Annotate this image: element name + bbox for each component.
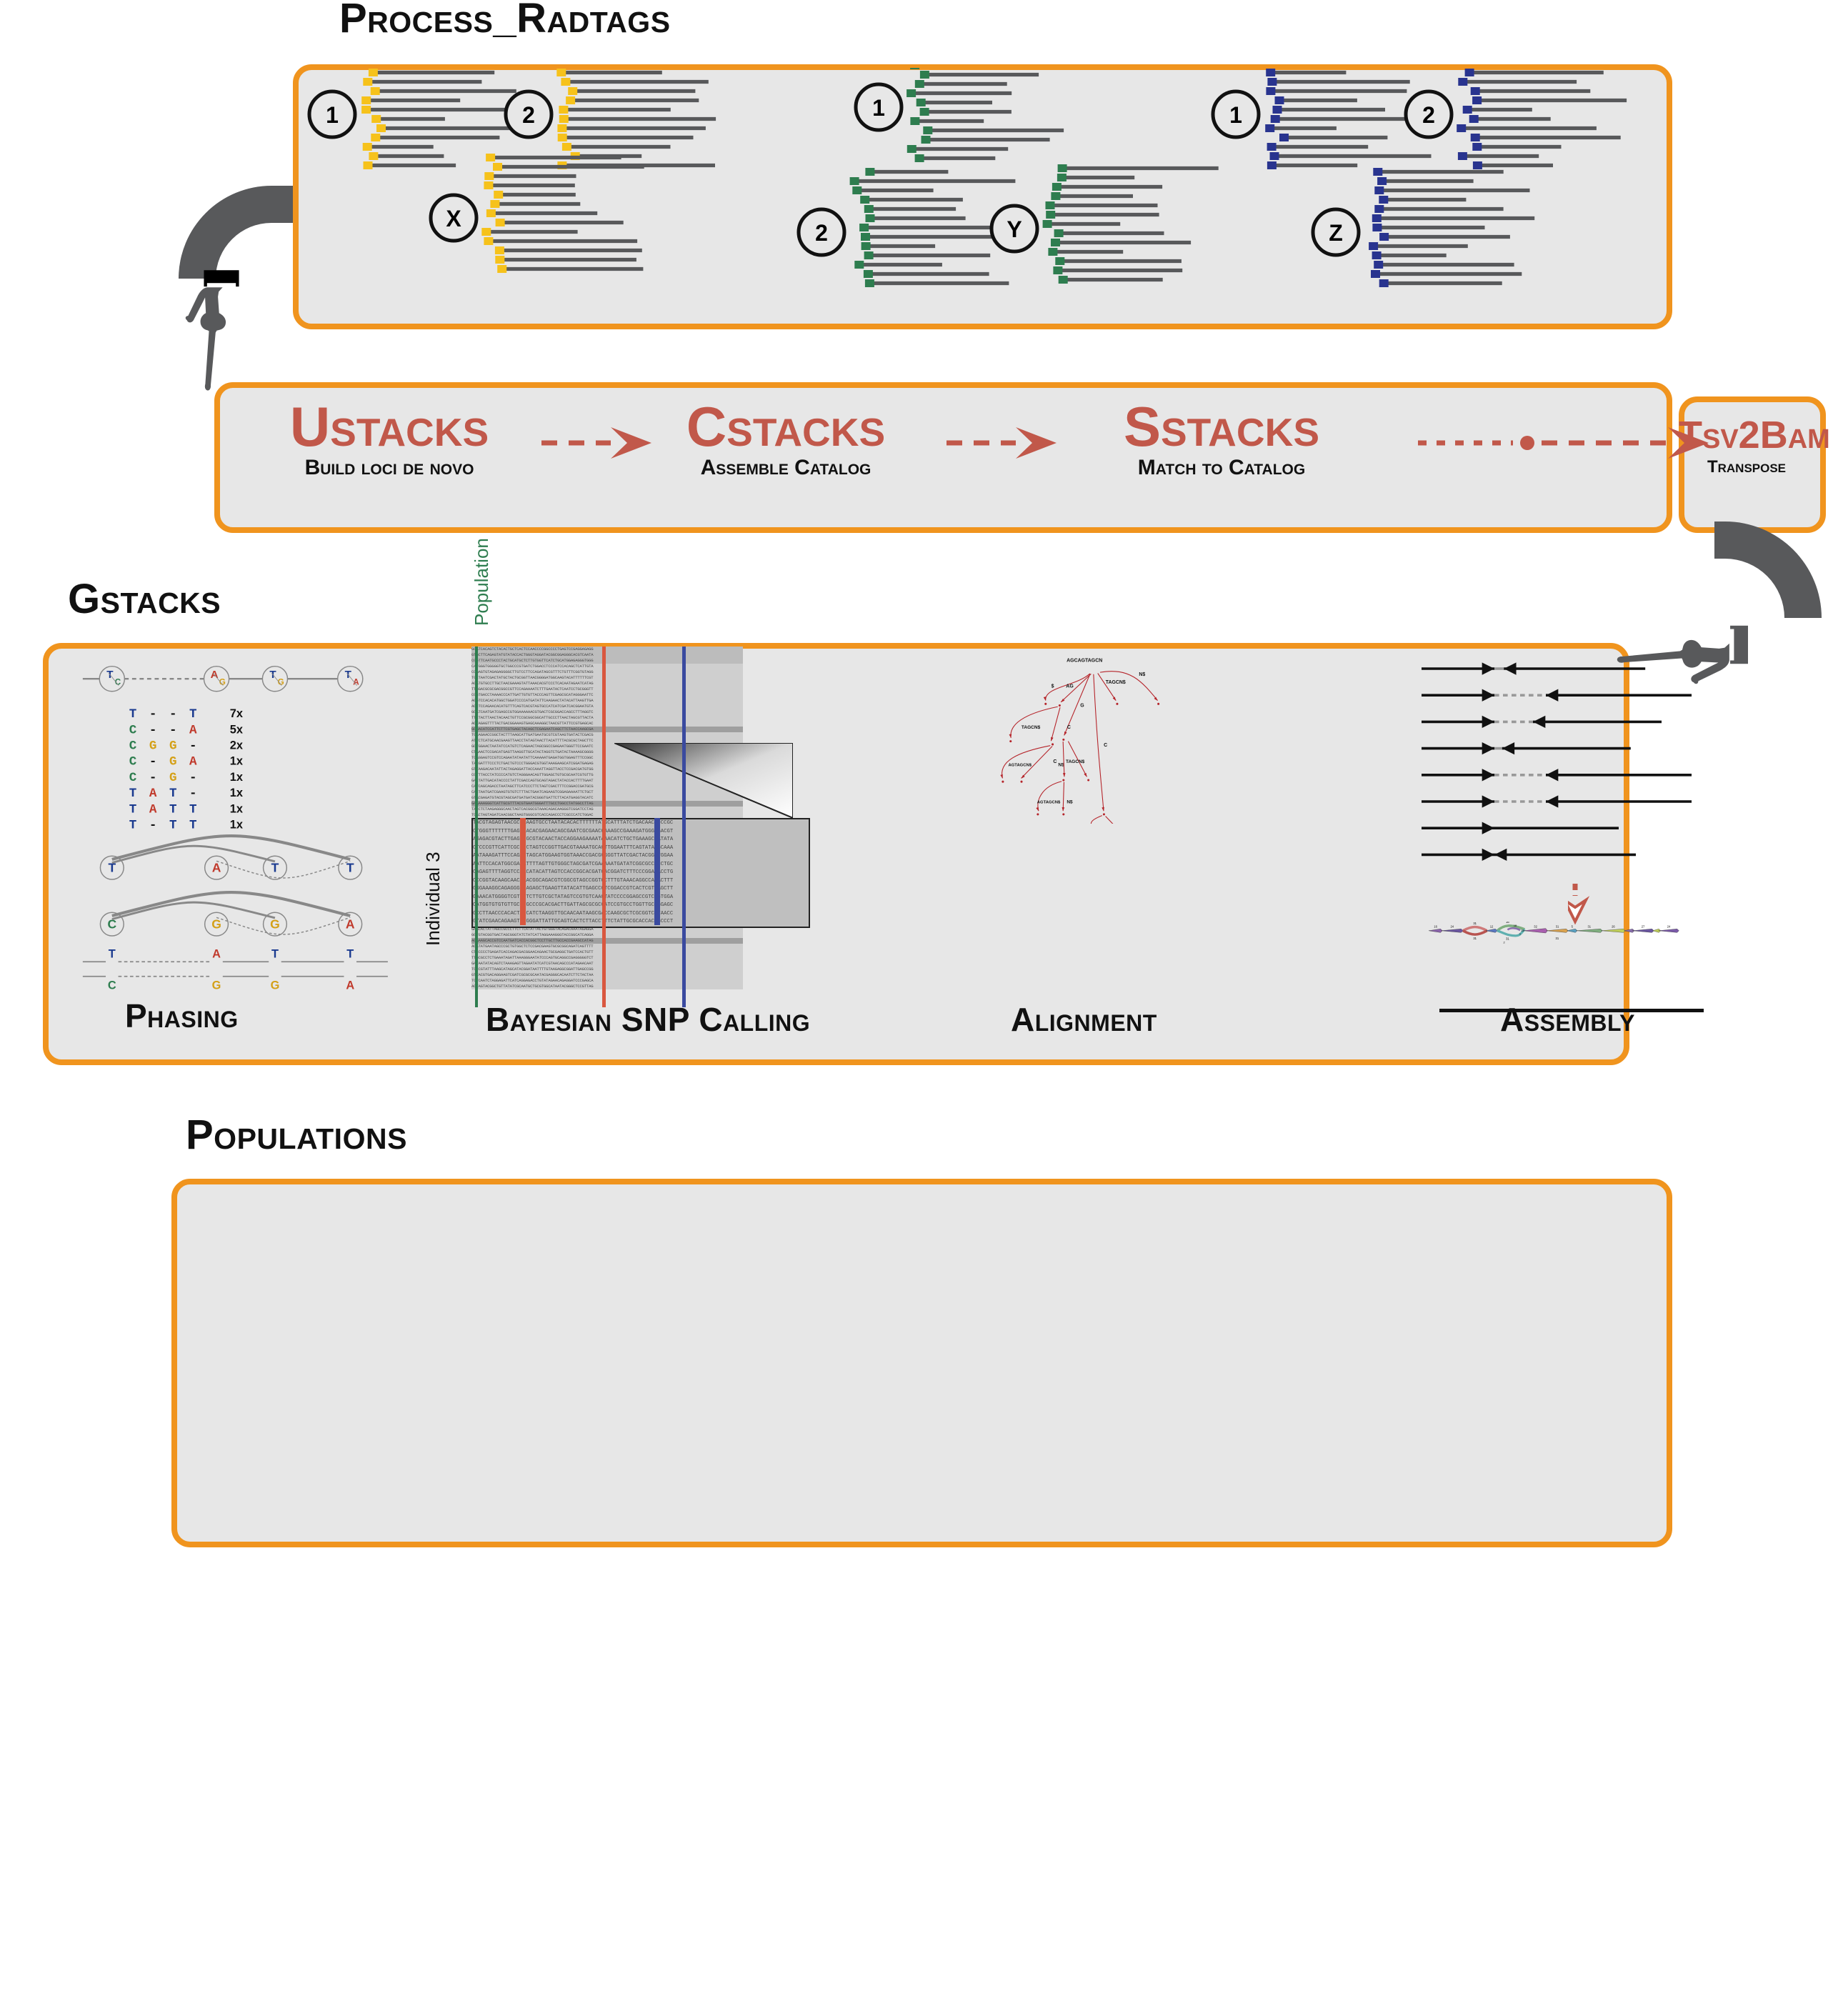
svg-text:31: 31: [1556, 924, 1559, 928]
svg-text:T: T: [271, 947, 279, 960]
svg-text:T: T: [189, 819, 197, 833]
svg-text:TAGCN$: TAGCN$: [1066, 759, 1085, 764]
svg-text:X: X: [446, 206, 461, 231]
svg-text:-: -: [149, 707, 157, 722]
svg-text:A: A: [189, 723, 197, 737]
svg-text:T: T: [129, 787, 137, 801]
svg-text:A: A: [149, 802, 157, 817]
svg-text:C: C: [1104, 743, 1107, 748]
svg-text:5x: 5x: [230, 723, 243, 736]
svg-text:G: G: [1080, 704, 1084, 709]
svg-text:TAGCN$: TAGCN$: [1106, 680, 1126, 685]
svg-text:2: 2: [1504, 942, 1505, 944]
svg-text:24: 24: [1450, 924, 1454, 928]
svg-text:T: T: [129, 802, 137, 817]
svg-text:C: C: [129, 723, 137, 737]
svg-text:32: 32: [1534, 924, 1537, 928]
svg-text:T: T: [129, 819, 137, 833]
svg-text:31: 31: [1587, 924, 1591, 928]
svg-text:2x: 2x: [230, 739, 243, 752]
svg-text:16: 16: [1434, 924, 1437, 928]
svg-text:-: -: [149, 723, 157, 737]
svg-text:G: G: [149, 739, 157, 754]
svg-text:1: 1: [1519, 933, 1521, 936]
svg-text:AG: AG: [1066, 684, 1073, 689]
svg-text:AGCAGTAGCN: AGCAGTAGCN: [1067, 659, 1102, 664]
svg-text:N$: N$: [1139, 672, 1145, 677]
svg-text:2: 2: [1422, 102, 1435, 128]
svg-text:T: T: [346, 861, 354, 875]
svg-text:18: 18: [1514, 924, 1517, 927]
svg-text:T: T: [169, 802, 177, 817]
svg-text:2: 2: [815, 220, 828, 246]
svg-text:G: G: [271, 979, 280, 992]
svg-text:7x: 7x: [230, 707, 243, 720]
svg-text:A: A: [149, 787, 157, 801]
svg-text:1: 1: [872, 95, 885, 121]
svg-text:C: C: [1067, 725, 1071, 730]
svg-text:T: T: [129, 707, 137, 722]
svg-text:13: 13: [1521, 929, 1524, 932]
svg-text:-: -: [169, 707, 177, 722]
svg-text:Y: Y: [1007, 216, 1022, 242]
svg-text:12: 12: [1490, 924, 1494, 928]
svg-text:1x: 1x: [230, 755, 243, 768]
svg-text:5: 5: [1572, 924, 1574, 928]
svg-text:-: -: [169, 723, 177, 737]
svg-text:A: A: [212, 947, 221, 960]
svg-text:1x: 1x: [230, 802, 243, 815]
svg-text:AGTAGCN$: AGTAGCN$: [1037, 801, 1061, 805]
svg-text:T: T: [169, 819, 177, 833]
svg-text:27: 27: [1642, 924, 1645, 928]
svg-text:AGTAGCN$: AGTAGCN$: [1009, 763, 1032, 767]
svg-text:C: C: [108, 979, 116, 992]
svg-text:C: C: [129, 739, 137, 754]
svg-text:C: C: [129, 755, 137, 769]
svg-text:A: A: [346, 979, 354, 992]
svg-text:T: T: [189, 802, 197, 817]
svg-text:2: 2: [522, 102, 535, 128]
svg-text:16: 16: [1506, 922, 1509, 924]
svg-text:T: T: [189, 707, 197, 722]
svg-text:T: T: [271, 861, 279, 875]
svg-text:31: 31: [1473, 922, 1477, 925]
svg-text:31: 31: [1506, 937, 1509, 941]
svg-text:1: 1: [1229, 102, 1242, 128]
svg-text:T: T: [346, 947, 354, 960]
svg-text:TAGCN$: TAGCN$: [1022, 725, 1041, 730]
svg-text:Z: Z: [1329, 220, 1343, 246]
svg-text:G: G: [212, 979, 221, 992]
svg-text:31: 31: [1556, 937, 1559, 940]
svg-text:T: T: [109, 947, 116, 960]
svg-text:G: G: [270, 917, 280, 931]
svg-text:G: G: [278, 677, 284, 687]
svg-text:C: C: [129, 771, 137, 785]
svg-text:$: $: [1052, 684, 1054, 689]
svg-text:1x: 1x: [230, 771, 243, 784]
svg-text:G: G: [169, 755, 177, 769]
svg-text:A: A: [212, 861, 221, 875]
svg-text:-: -: [149, 755, 157, 769]
svg-text:1: 1: [326, 102, 339, 128]
svg-text:-: -: [149, 819, 157, 833]
svg-text:24: 24: [1667, 924, 1671, 928]
svg-text:G: G: [169, 771, 177, 785]
svg-text:-: -: [189, 771, 197, 785]
svg-text:1x: 1x: [230, 787, 243, 799]
svg-text:G: G: [169, 739, 177, 754]
svg-text:26: 26: [1612, 924, 1615, 928]
svg-text:T: T: [169, 787, 177, 801]
svg-text:A: A: [189, 755, 197, 769]
svg-text:-: -: [189, 739, 197, 754]
svg-text:N$: N$: [1067, 800, 1073, 805]
svg-text:C: C: [1053, 759, 1057, 764]
svg-text:G: G: [219, 677, 226, 687]
svg-text:31: 31: [1473, 937, 1477, 940]
svg-text:-: -: [149, 771, 157, 785]
svg-text:-: -: [189, 787, 197, 801]
svg-text:1x: 1x: [230, 819, 243, 832]
svg-text:G: G: [211, 917, 221, 931]
